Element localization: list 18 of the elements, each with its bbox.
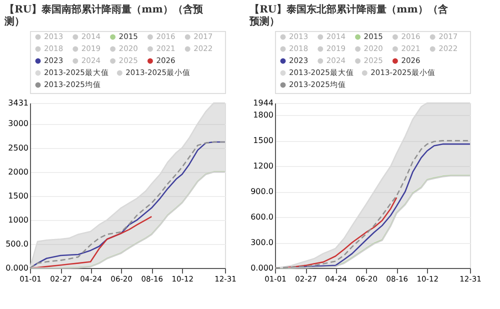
y-tick-label: 600.0 [250,212,274,222]
y-tick-label: 1200 [253,162,274,171]
y-tick-label: 1500 [8,191,28,200]
y-tick-label: 1000 [8,215,28,224]
y-tick-label: 300.0 [250,238,274,248]
chart-title: 【RU】泰国东北部累计降雨量（mm）（含预测） [248,4,448,28]
y-tick-label: 2000 [8,167,28,176]
y-tick-label: 3000 [8,119,28,128]
y-tick-label: 500.0 [6,239,28,248]
y-tick-label: 2500 [8,143,28,152]
y-tick-label: 900.0 [250,187,274,196]
y-tick-label: 0.000 [6,264,28,272]
y-tick-label: 3431 [8,98,28,108]
chart-title: 【RU】泰国南部累计降雨量（mm）（含预测） [4,4,204,28]
y-tick-label: 0.000 [250,264,274,272]
y-tick-label: 1800 [253,110,274,120]
y-tick-label: 1944 [253,98,274,108]
y-tick-label: 1500 [253,136,274,146]
